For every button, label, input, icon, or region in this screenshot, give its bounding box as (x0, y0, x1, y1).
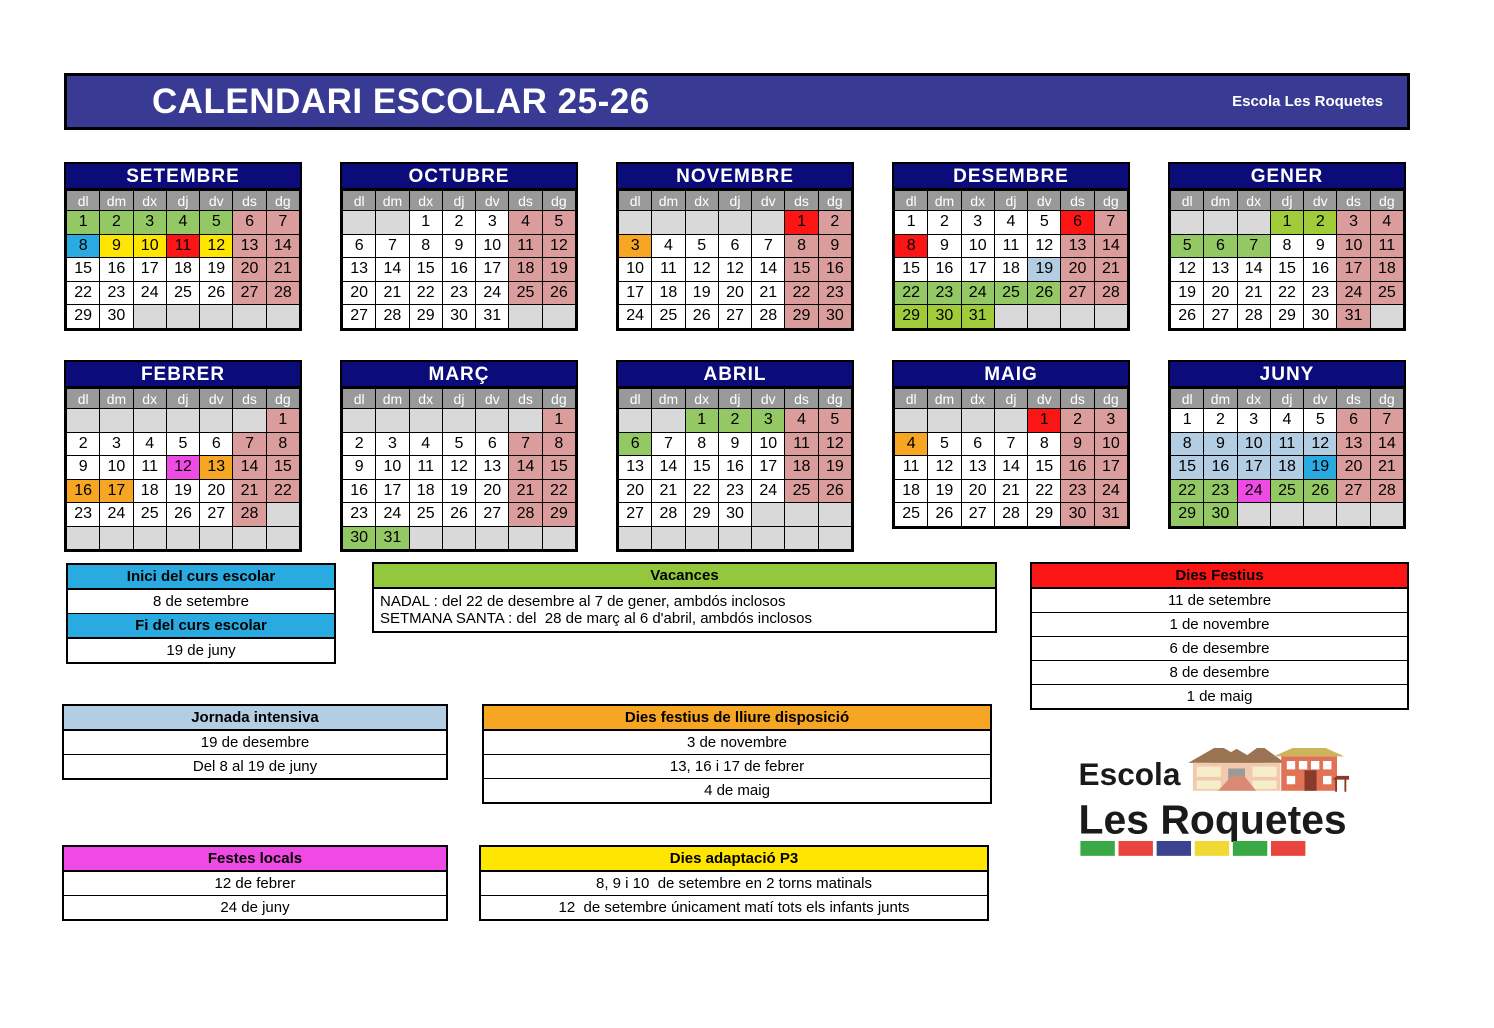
svg-text:Escola: Escola (1079, 756, 1181, 792)
svg-text:Les Roquetes: Les Roquetes (1079, 797, 1347, 843)
